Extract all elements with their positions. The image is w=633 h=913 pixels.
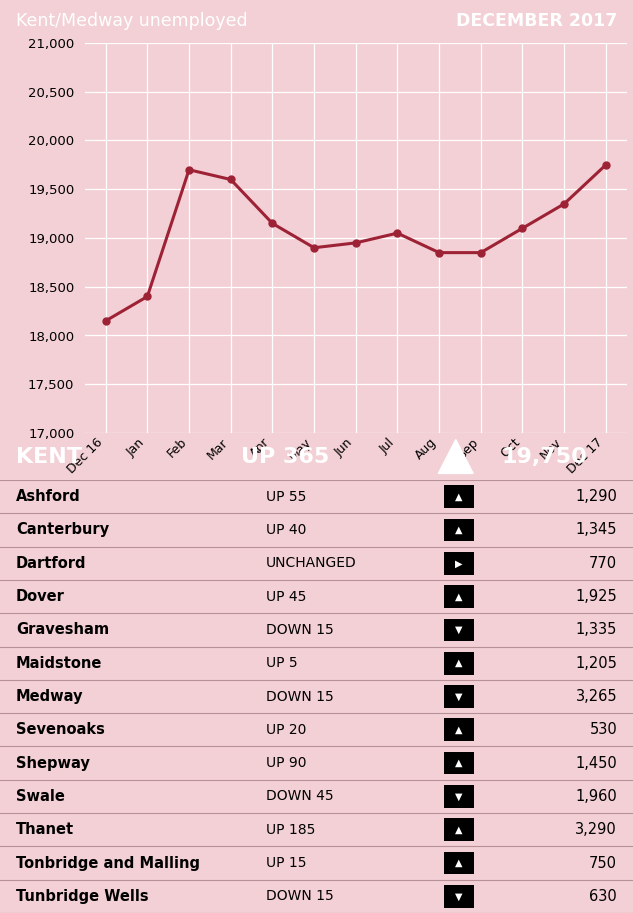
- Text: 770: 770: [589, 556, 617, 571]
- Text: 750: 750: [589, 855, 617, 870]
- Text: 19,750: 19,750: [501, 446, 587, 467]
- FancyBboxPatch shape: [444, 652, 474, 675]
- Text: 3,265: 3,265: [575, 689, 617, 704]
- Text: Canterbury: Canterbury: [16, 522, 109, 538]
- Text: UP 90: UP 90: [266, 756, 306, 770]
- Text: 530: 530: [589, 722, 617, 738]
- Text: ▼: ▼: [455, 691, 463, 701]
- FancyBboxPatch shape: [444, 519, 474, 541]
- Text: Ashford: Ashford: [16, 489, 80, 504]
- FancyBboxPatch shape: [444, 852, 474, 875]
- Text: ▲: ▲: [455, 725, 463, 735]
- FancyBboxPatch shape: [444, 486, 474, 508]
- Text: Sevenoaks: Sevenoaks: [16, 722, 104, 738]
- Text: ▲: ▲: [455, 492, 463, 501]
- Text: Gravesham: Gravesham: [16, 623, 109, 637]
- Text: 1,960: 1,960: [575, 789, 617, 804]
- Text: ▲: ▲: [455, 858, 463, 868]
- Text: ▲: ▲: [455, 658, 463, 668]
- Text: ▶: ▶: [455, 558, 463, 568]
- Text: Kent/Medway unemployed: Kent/Medway unemployed: [16, 13, 248, 30]
- Text: UP 45: UP 45: [266, 590, 306, 603]
- Text: UP 20: UP 20: [266, 723, 306, 737]
- Text: Thanet: Thanet: [16, 823, 74, 837]
- Text: ▲: ▲: [455, 824, 463, 834]
- Text: DOWN 15: DOWN 15: [266, 889, 334, 903]
- Text: 1,205: 1,205: [575, 656, 617, 671]
- Text: DOWN 15: DOWN 15: [266, 623, 334, 637]
- Text: Medway: Medway: [16, 689, 84, 704]
- FancyBboxPatch shape: [444, 685, 474, 708]
- Text: Maidstone: Maidstone: [16, 656, 102, 671]
- Text: 1,290: 1,290: [575, 489, 617, 504]
- Text: UP 365: UP 365: [241, 446, 329, 467]
- FancyBboxPatch shape: [444, 751, 474, 774]
- Text: UNCHANGED: UNCHANGED: [266, 556, 356, 571]
- FancyBboxPatch shape: [444, 818, 474, 841]
- FancyBboxPatch shape: [444, 585, 474, 608]
- Text: Tonbridge and Malling: Tonbridge and Malling: [16, 855, 200, 870]
- Text: Swale: Swale: [16, 789, 65, 804]
- Text: 3,290: 3,290: [575, 823, 617, 837]
- FancyBboxPatch shape: [444, 885, 474, 908]
- Text: 1,345: 1,345: [575, 522, 617, 538]
- Text: 630: 630: [589, 889, 617, 904]
- Polygon shape: [438, 439, 473, 474]
- Text: ▲: ▲: [455, 525, 463, 535]
- Text: UP 15: UP 15: [266, 856, 306, 870]
- Text: DECEMBER 2017: DECEMBER 2017: [456, 13, 617, 30]
- Text: ▼: ▼: [455, 891, 463, 901]
- Text: UP 5: UP 5: [266, 656, 298, 670]
- Text: Tunbridge Wells: Tunbridge Wells: [16, 889, 149, 904]
- Text: 1,925: 1,925: [575, 589, 617, 604]
- Text: Dover: Dover: [16, 589, 65, 604]
- FancyBboxPatch shape: [444, 619, 474, 641]
- FancyBboxPatch shape: [444, 552, 474, 574]
- Text: DOWN 45: DOWN 45: [266, 790, 334, 803]
- Text: ▼: ▼: [455, 624, 463, 635]
- FancyBboxPatch shape: [444, 719, 474, 741]
- Text: ▲: ▲: [455, 758, 463, 768]
- Text: UP 55: UP 55: [266, 489, 306, 504]
- Text: ▲: ▲: [455, 592, 463, 602]
- FancyBboxPatch shape: [444, 785, 474, 808]
- Text: DOWN 15: DOWN 15: [266, 689, 334, 704]
- Text: UP 40: UP 40: [266, 523, 306, 537]
- Text: 1,450: 1,450: [575, 756, 617, 771]
- Text: Dartford: Dartford: [16, 556, 86, 571]
- Text: 1,335: 1,335: [576, 623, 617, 637]
- Text: Shepway: Shepway: [16, 756, 90, 771]
- Text: UP 185: UP 185: [266, 823, 315, 836]
- Text: KENT: KENT: [16, 446, 82, 467]
- Text: ▼: ▼: [455, 792, 463, 802]
